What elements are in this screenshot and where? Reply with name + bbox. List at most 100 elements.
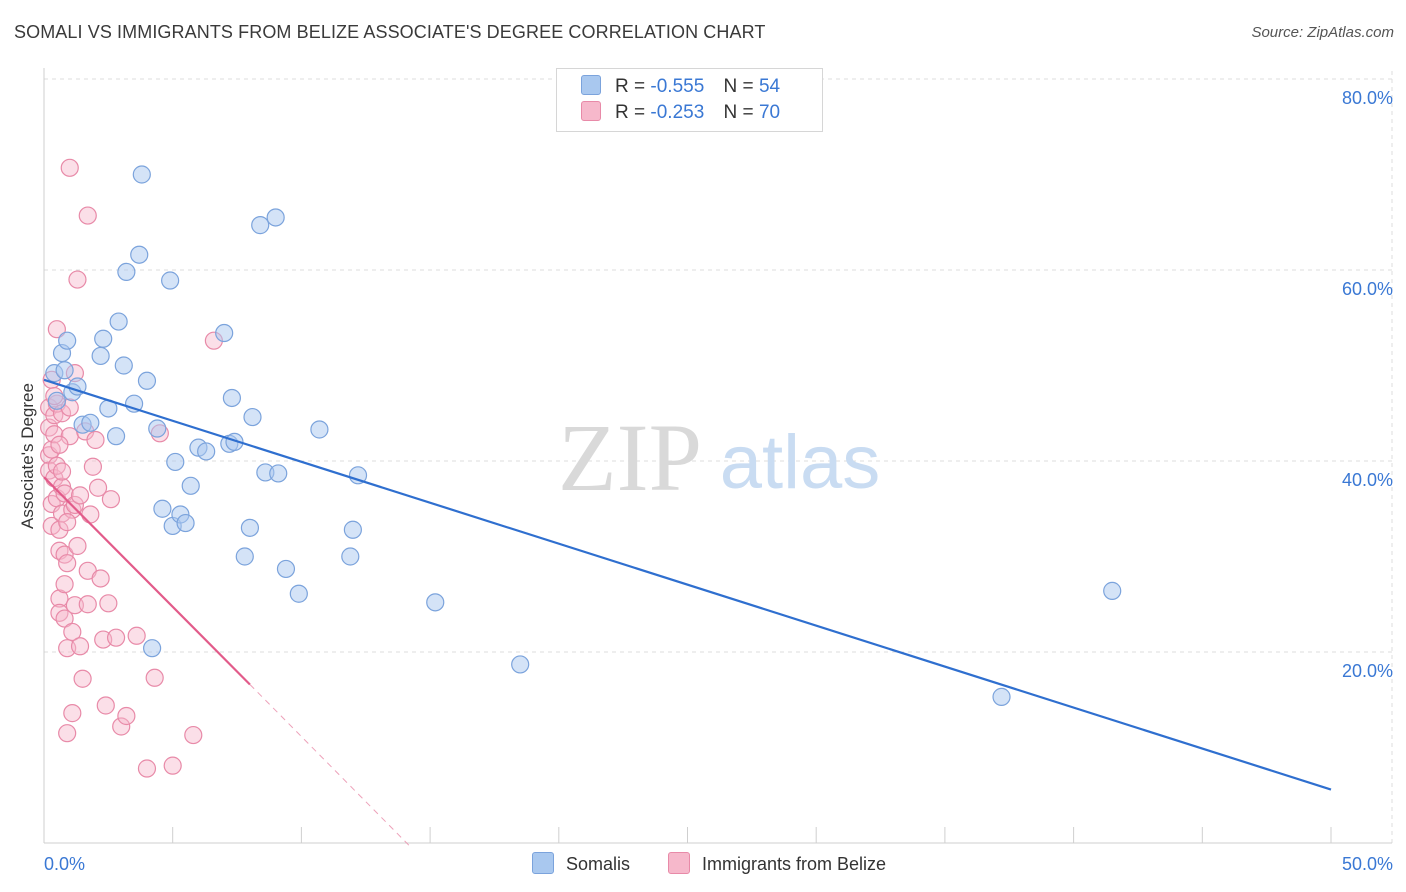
somali-point — [240, 518, 260, 537]
somali-point — [114, 356, 133, 375]
belize-point — [86, 430, 105, 450]
somali-point — [343, 520, 362, 539]
belize-point — [117, 706, 136, 726]
somali-legend-label: Somalis — [566, 854, 631, 874]
belize-point — [70, 486, 90, 505]
somali-point — [55, 361, 74, 380]
belize-r-value: -0.253 — [650, 102, 705, 123]
somali-point — [47, 391, 66, 410]
belize-trend-extension — [249, 684, 410, 847]
somali-point — [143, 639, 162, 658]
belize-point — [60, 158, 79, 177]
tick-labels: 20.0% 40.0% 60.0% 80.0% 0.0% 50.0% — [44, 88, 1393, 874]
somali-point — [181, 476, 200, 495]
bottom-legend-somali: Somalis — [532, 852, 630, 875]
belize-point — [58, 513, 77, 532]
belize-point — [68, 270, 87, 289]
belize-point — [45, 425, 64, 444]
belize-point — [96, 696, 115, 715]
belize-point — [184, 725, 203, 745]
bottom-legend-belize: Immigrants from Belize — [668, 852, 886, 875]
somali-n-label: N = — [723, 76, 754, 97]
grid-lines — [44, 71, 1393, 843]
belize-point — [47, 456, 66, 475]
belize-point — [137, 759, 157, 778]
source-label: Source: ZipAtlas.com — [1251, 24, 1394, 41]
somali-point — [91, 346, 110, 366]
somali-point — [222, 388, 242, 408]
somali-point — [251, 216, 270, 235]
somali-point — [992, 687, 1011, 706]
belize-point — [52, 504, 72, 523]
chart-title: SOMALI VS IMMIGRANTS FROM BELIZE ASSOCIA… — [14, 22, 766, 42]
somali-point — [235, 547, 254, 566]
somali-point — [176, 513, 195, 533]
somali-point — [276, 559, 296, 579]
somali-point — [130, 245, 149, 264]
somali-point — [511, 655, 530, 674]
belize-point — [145, 668, 164, 687]
belize-point — [70, 637, 90, 656]
belize-point — [81, 505, 100, 524]
somali-point — [289, 584, 308, 603]
belize-point — [65, 495, 84, 515]
somali-n-value: 54 — [758, 76, 781, 97]
series-somali-points — [45, 165, 1122, 706]
belize-point — [55, 575, 74, 594]
belize-point — [106, 628, 126, 647]
somali-r-value: -0.555 — [650, 76, 705, 97]
somali-point — [58, 331, 77, 350]
belize-point — [163, 756, 182, 775]
somali-point — [137, 371, 157, 390]
somali-point — [243, 407, 262, 427]
somali-trend-line — [43, 378, 1332, 791]
somali-point — [153, 499, 172, 518]
watermark: ZIP atlas — [558, 404, 880, 511]
y-tick-label: 60.0% — [1342, 279, 1393, 299]
series-belize-points — [40, 158, 223, 778]
watermark-atlas: atlas — [720, 420, 881, 505]
watermark-zip: ZIP — [558, 404, 702, 511]
somali-point — [81, 413, 100, 432]
somali-point — [132, 165, 151, 184]
somali-point — [109, 312, 128, 331]
belize-point — [50, 603, 69, 622]
somali-point — [166, 452, 185, 472]
trend-lines — [43, 378, 1332, 847]
belize-point — [127, 626, 146, 645]
somali-point — [1103, 581, 1122, 600]
belize-point — [88, 478, 108, 497]
somali-point — [161, 271, 180, 290]
y-tick-label: 20.0% — [1342, 661, 1393, 681]
somali-point — [269, 464, 288, 483]
somali-point — [341, 547, 360, 566]
x-tick-label-max: 50.0% — [1342, 854, 1393, 874]
y-tick-label: 40.0% — [1342, 470, 1393, 490]
belize-point — [63, 622, 82, 642]
belize-point — [52, 462, 72, 481]
belize-point — [91, 569, 110, 588]
belize-legend-swatch — [668, 852, 690, 874]
belize-point — [78, 206, 97, 225]
belize-point — [63, 704, 82, 723]
belize-point — [101, 490, 121, 509]
somali-swatch — [581, 75, 601, 95]
belize-swatch — [581, 101, 601, 121]
somali-point — [117, 262, 136, 282]
belize-point — [47, 320, 66, 339]
belize-point — [78, 595, 97, 614]
belize-legend-label: Immigrants from Belize — [702, 854, 887, 874]
somali-point — [148, 419, 167, 438]
stats-legend: R = -0.555 N = 54 R = -0.253 N = 70 — [556, 68, 823, 132]
somali-point — [106, 427, 126, 446]
y-tick-label: 80.0% — [1342, 88, 1393, 108]
belize-point — [83, 457, 103, 476]
somali-legend-swatch — [532, 852, 554, 874]
legend-row-belize: R = -0.253 N = 70 — [581, 101, 780, 127]
somali-point — [225, 432, 244, 451]
somali-point — [215, 323, 234, 343]
belize-point — [58, 724, 77, 743]
somali-r-label: R = — [615, 76, 646, 97]
belize-point — [50, 435, 69, 454]
belize-point — [65, 596, 84, 615]
